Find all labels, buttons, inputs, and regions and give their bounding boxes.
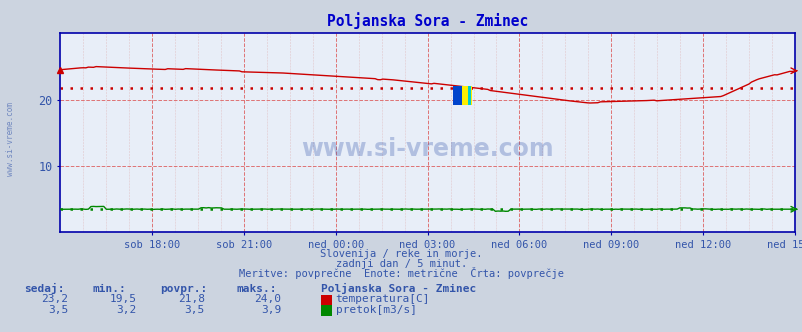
Text: 23,2: 23,2 bbox=[41, 294, 68, 304]
Text: povpr.:: povpr.: bbox=[160, 284, 208, 294]
Text: temperatura[C]: temperatura[C] bbox=[335, 294, 430, 304]
Text: Poljanska Sora - Zminec: Poljanska Sora - Zminec bbox=[321, 283, 476, 294]
Text: www.si-vreme.com: www.si-vreme.com bbox=[6, 103, 15, 176]
Title: Poljanska Sora - Zminec: Poljanska Sora - Zminec bbox=[326, 12, 528, 29]
Text: min.:: min.: bbox=[92, 284, 126, 294]
Text: www.si-vreme.com: www.si-vreme.com bbox=[301, 137, 553, 161]
Text: 24,0: 24,0 bbox=[253, 294, 281, 304]
Text: sedaj:: sedaj: bbox=[24, 283, 64, 294]
Text: pretok[m3/s]: pretok[m3/s] bbox=[335, 305, 416, 315]
Text: 3,9: 3,9 bbox=[261, 305, 281, 315]
Text: 3,5: 3,5 bbox=[184, 305, 205, 315]
Text: 19,5: 19,5 bbox=[109, 294, 136, 304]
Text: 21,8: 21,8 bbox=[177, 294, 205, 304]
Text: 3,2: 3,2 bbox=[116, 305, 136, 315]
Text: Slovenija / reke in morje.: Slovenija / reke in morje. bbox=[320, 249, 482, 259]
Text: maks.:: maks.: bbox=[237, 284, 277, 294]
Text: Meritve: povprečne  Enote: metrične  Črta: povprečje: Meritve: povprečne Enote: metrične Črta:… bbox=[239, 267, 563, 279]
Text: zadnji dan / 5 minut.: zadnji dan / 5 minut. bbox=[335, 259, 467, 269]
Text: 3,5: 3,5 bbox=[48, 305, 68, 315]
